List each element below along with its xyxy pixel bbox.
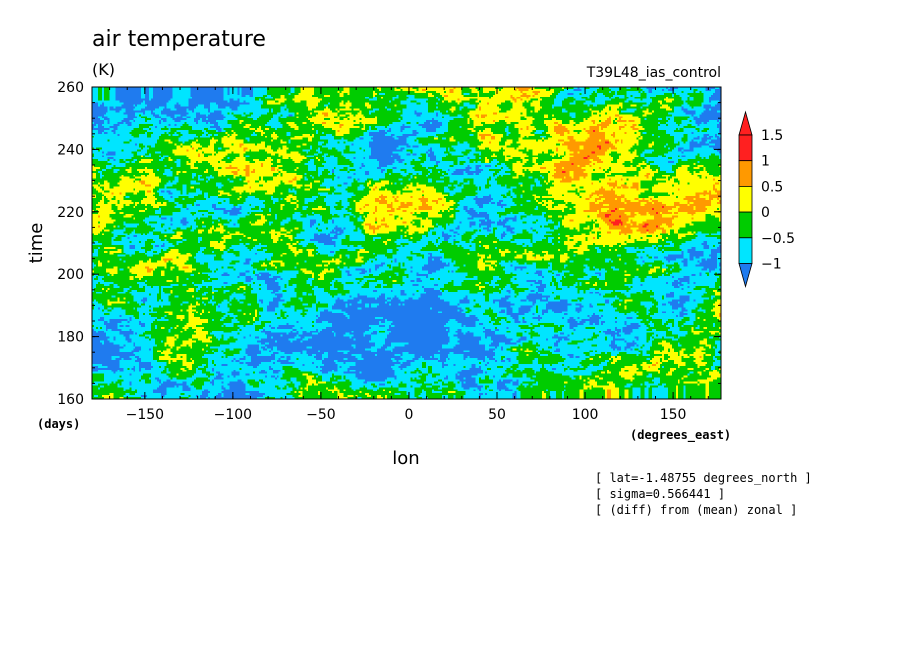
x-tick-label: 100 bbox=[572, 407, 599, 423]
temperature-anomaly-field bbox=[92, 87, 721, 399]
colorbar: 1.5 1 0.5 0 −0.5 −1 bbox=[738, 110, 795, 288]
x-tick-label: −50 bbox=[306, 407, 336, 423]
colorbar-box bbox=[738, 134, 753, 162]
colorbar-label: 0 bbox=[761, 205, 770, 221]
x-axis-label: lon bbox=[392, 448, 419, 469]
y-tick-label: 180 bbox=[57, 330, 84, 346]
plot-area bbox=[91, 86, 722, 400]
chart-title: air temperature bbox=[92, 27, 266, 52]
colorbar-label: 1.5 bbox=[761, 128, 783, 144]
annotation-lat: [ lat=-1.48755 degrees_north ] bbox=[595, 471, 812, 485]
colorbar-box bbox=[738, 237, 753, 264]
x-tick-label: −150 bbox=[126, 407, 164, 423]
annotation-diff: [ (diff) from (mean) zonal ] bbox=[595, 503, 797, 517]
colorbar-above-triangle bbox=[738, 110, 753, 136]
y-axis-label: time bbox=[26, 223, 47, 264]
x-tick-label: 50 bbox=[488, 407, 506, 423]
colorbar-label: 1 bbox=[761, 154, 770, 170]
y-tick-label: 260 bbox=[57, 80, 84, 96]
y-axis: 160 180 200 220 240 260 bbox=[57, 80, 721, 408]
chart-units: (K) bbox=[92, 60, 115, 79]
x-units-label: (degrees_east) bbox=[630, 428, 731, 443]
y-tick-label: 160 bbox=[57, 392, 84, 408]
experiment-label: T39L48_ias_control bbox=[586, 65, 721, 81]
colorbar-box bbox=[738, 185, 753, 213]
y-tick-label: 220 bbox=[57, 205, 84, 221]
colorbar-box bbox=[738, 211, 753, 239]
x-tick-label: 150 bbox=[660, 407, 687, 423]
colorbar-label: 0.5 bbox=[761, 179, 783, 195]
x-axis: −150 −100 −50 0 50 100 150 bbox=[109, 87, 709, 423]
y-tick-label: 240 bbox=[57, 142, 84, 158]
x-tick-label: 0 bbox=[405, 407, 414, 423]
annotation-sigma: [ sigma=0.566441 ] bbox=[595, 487, 725, 501]
colorbar-label: −0.5 bbox=[761, 231, 795, 247]
colorbar-below-triangle bbox=[738, 263, 753, 288]
x-tick-label: −100 bbox=[214, 407, 252, 423]
y-units-label: (days) bbox=[37, 417, 80, 431]
y-tick-label: 200 bbox=[57, 267, 84, 283]
colorbar-box bbox=[738, 160, 753, 187]
colorbar-label: −1 bbox=[761, 257, 782, 273]
